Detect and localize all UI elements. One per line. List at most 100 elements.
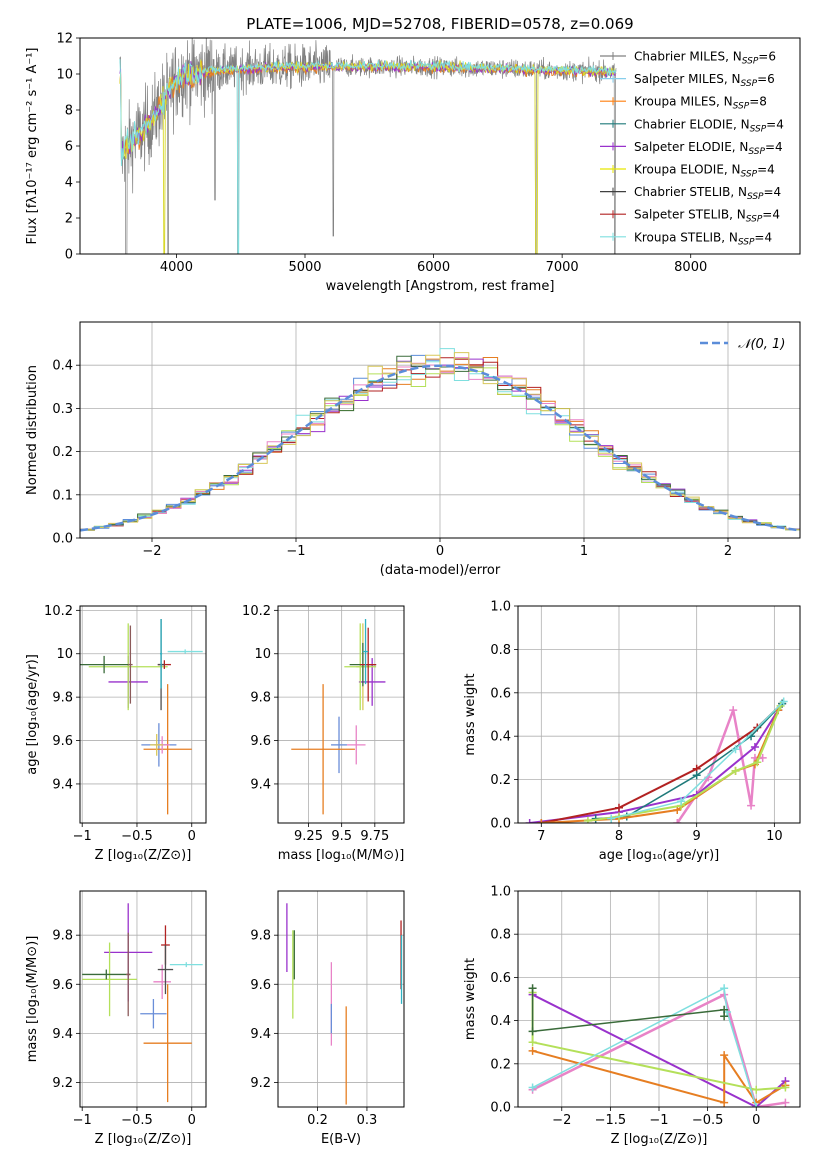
spectrum-data-line [119, 38, 617, 254]
errorbar-point [82, 969, 131, 980]
legend-sub: SSP [741, 79, 758, 89]
spectrum-model-line [119, 59, 617, 254]
mass-weight-marker [720, 1012, 729, 1021]
y-tick-label: 0.0 [490, 817, 511, 832]
x-tick-label: 4000 [160, 260, 193, 275]
legend-label: Salpeter MILES, NSSP=6 [634, 72, 775, 89]
axes-frame [79, 605, 207, 824]
axes-frame [277, 890, 405, 1108]
y-axis-label: Flux [fλ10⁻¹⁷ erg cm⁻² s⁻¹ A⁻¹] [25, 48, 40, 245]
gaussian-reference-line [80, 364, 800, 532]
legend-suffix: =6 [757, 72, 775, 86]
y-tick-label: 8 [65, 104, 73, 119]
legend-name: Kroupa STELIB, N [634, 230, 738, 244]
x-tick-label: 8000 [674, 260, 707, 275]
errorbar-point [159, 619, 163, 689]
errorbar-point [88, 623, 168, 711]
legend-suffix: =4 [764, 185, 782, 199]
axes-age-vs-mass: 9.25 9.5 9.75 9.4 9.6 9.8 10 10.2 mass [log₁₀(M/… [242, 604, 405, 863]
legend-suffix: =8 [749, 95, 767, 109]
x-axis-label: Z [log₁₀(Z/Z⊙)] [95, 848, 192, 863]
x-tick-label: 9.25 [294, 829, 323, 844]
legend-label: Kroupa ELODIE, NSSP=4 [634, 163, 775, 180]
y-tick-label: 0.3 [52, 402, 73, 417]
y-tick-label: 9.6 [250, 734, 271, 749]
errorbar-point [362, 619, 369, 685]
x-tick-label: 0.2 [307, 1113, 328, 1128]
legend-sub: SSP [733, 102, 750, 112]
y-tick-label: 9.6 [52, 734, 73, 749]
errorbar-point [291, 684, 355, 815]
mass-weight-line [529, 709, 780, 823]
mass-weight-marker [528, 1046, 537, 1055]
x-tick-label: 9.75 [360, 829, 389, 844]
mass-weight-marker [753, 758, 762, 767]
mass-weight-marker [677, 797, 686, 806]
errorbar-point [157, 945, 174, 995]
axes-mass-vs-Z: −1 −0.5 0 9.2 9.4 9.6 9.8 Z [log₁₀(Z/Z⊙)] mass [… [25, 890, 207, 1147]
x-tick-label: 6000 [417, 260, 450, 275]
y-tick-label: 9.8 [250, 691, 271, 706]
mass-weight-marker [525, 819, 534, 823]
mass-weight-marker [673, 805, 682, 814]
mass-weight-marker [528, 1038, 537, 1047]
axes-mass-weight-vs-Z: −2 −1.5 −1 −0.5 0 0.0 0.2 0.4 0.6 0.8 1.0 Z [log₁₀(… [463, 885, 801, 1147]
errorbar-point [346, 725, 366, 765]
y-tick-label: 10 [56, 68, 73, 83]
legend-suffix: =4 [766, 117, 784, 131]
legend-suffix: =4 [757, 163, 775, 177]
mass-weight-marker [776, 701, 785, 710]
y-tick-label: 9.4 [250, 777, 271, 792]
y-axis-label: mass weight [463, 673, 478, 755]
x-tick-label: −2 [552, 1113, 571, 1128]
legend-label: Chabrier STELIB, NSSP=4 [634, 185, 781, 202]
axes-frame [79, 890, 207, 1108]
legend-suffix: =4 [754, 230, 772, 244]
y-tick-label: 0.2 [490, 773, 511, 788]
legend-name: Salpeter MILES, N [634, 72, 741, 86]
mass-weight-marker [583, 816, 592, 823]
legend-sub: SSP [738, 237, 755, 247]
plot-area [278, 606, 404, 823]
plot-area [80, 322, 800, 538]
mass-weight-marker [781, 1098, 790, 1107]
errorbar-point [126, 932, 131, 1017]
x-axis-label: Z [log₁₀(Z/Z⊙)] [95, 1132, 192, 1147]
x-tick-label: 0.3 [357, 1113, 378, 1128]
legend-sub: SSP [747, 192, 764, 202]
plot-area [80, 606, 206, 823]
y-tick-label: 9.4 [52, 1027, 73, 1042]
x-tick-label: 9.5 [331, 829, 352, 844]
y-tick-label: 9.2 [250, 1076, 271, 1091]
legend-suffix: =4 [765, 140, 783, 154]
y-axis-label: mass [log₁₀(M/M⊙)] [25, 936, 40, 1063]
x-axis-label: mass [log₁₀(M/M⊙)] [278, 848, 405, 863]
legend-label: Salpeter ELODIE, NSSP=4 [634, 140, 783, 157]
mass-weight-marker [781, 1083, 790, 1092]
y-tick-label: 4 [65, 176, 73, 191]
legend-name: Salpeter ELODIE, N [634, 140, 748, 154]
errorbar-point [331, 716, 347, 774]
x-axis-label: Z [log₁₀(Z/Z⊙)] [611, 1132, 708, 1147]
axes-frame [517, 605, 801, 824]
legend-label: 𝒩(0, 1) [738, 337, 785, 352]
y-tick-label: 0.0 [52, 532, 73, 547]
y-tick-label: 0.6 [490, 971, 511, 986]
x-tick-label: 1 [580, 544, 588, 559]
y-tick-label: 9.4 [52, 777, 73, 792]
x-tick-label: 10 [766, 829, 783, 844]
axes-frame [79, 321, 801, 539]
y-tick-label: 6 [65, 140, 73, 155]
errorbar-point [167, 649, 203, 654]
x-tick-label: 0 [436, 544, 444, 559]
axes-spectrum: 4000 5000 6000 7000 8000 0 2 4 6 8 10 12 wavelength … [25, 15, 801, 294]
x-axis-label: wavelength [Angstrom, rest frame] [326, 279, 555, 294]
errorbar-point [150, 734, 164, 756]
mass-weight-marker [673, 819, 682, 823]
y-tick-label: 0.8 [490, 928, 511, 943]
x-tick-label: 7 [537, 829, 545, 844]
axes-frame [517, 890, 801, 1108]
y-tick-label: 0.2 [52, 445, 73, 460]
x-tick-label: −1.5 [595, 1113, 627, 1128]
